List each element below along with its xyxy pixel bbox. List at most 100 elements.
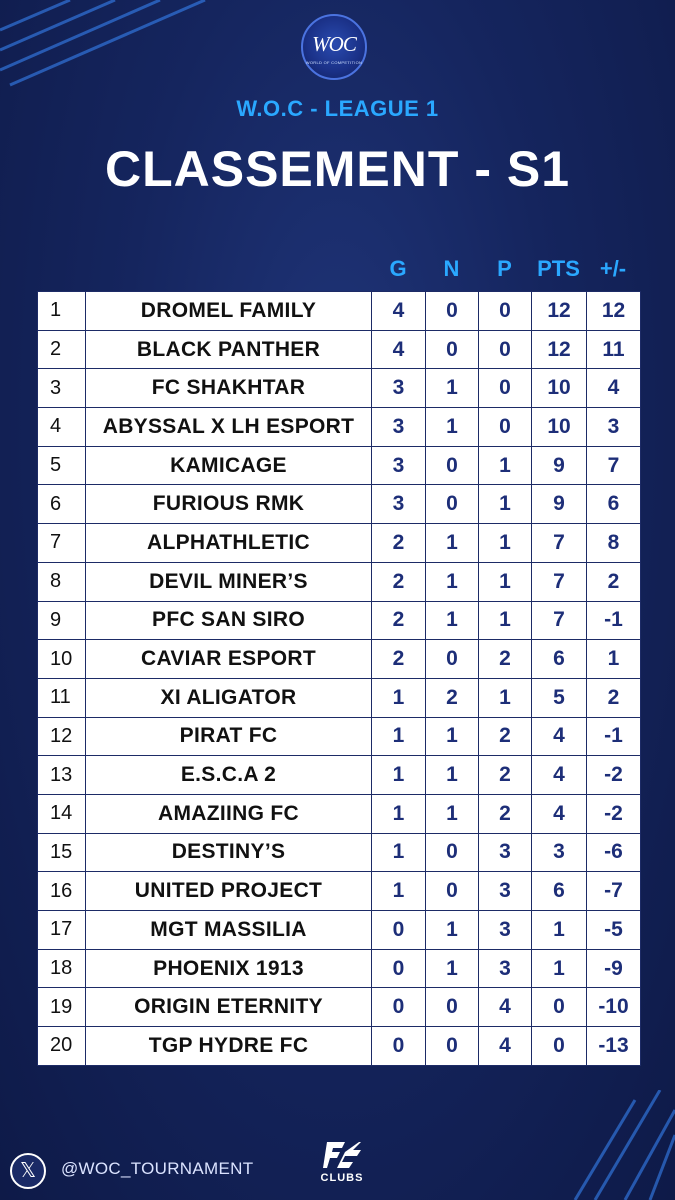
rank-cell: 13 (37, 755, 86, 795)
losses-cell: 2 (478, 639, 532, 679)
rank-cell: 2 (37, 329, 86, 370)
fc-mark-icon (323, 1142, 361, 1168)
table-row: 14 AMAZIING FC 1 1 2 4 -2 (37, 793, 641, 834)
goal-diff-cell: 7 (586, 445, 641, 486)
wins-cell: 2 (371, 523, 426, 563)
points-cell: 7 (531, 523, 587, 563)
losses-cell: 0 (478, 329, 532, 370)
losses-cell: 1 (478, 484, 532, 525)
column-header-diff: +/- (599, 256, 627, 281)
draws-cell: 1 (425, 407, 479, 447)
table-row: 15 DESTINY’S 1 0 3 3 -6 (37, 832, 641, 873)
standings-table: 1 DROMEL FAMILY 4 0 0 12 12 2 BLACK PANTHER 4 0 0 12… (37, 291, 641, 1066)
rank-cell: 18 (37, 948, 86, 989)
column-header-pts: PTS (537, 256, 580, 281)
draws-cell: 1 (425, 561, 479, 602)
league-title: W.O.C - LEAGUE 1 (236, 96, 439, 121)
goal-diff-cell: 6 (586, 484, 641, 525)
wins-cell: 0 (371, 910, 426, 950)
table-row: 13 E.S.C.A 2 1 1 2 4 -2 (37, 755, 641, 795)
goal-diff-cell: 2 (586, 561, 641, 602)
points-cell: 10 (531, 407, 587, 447)
points-cell: 7 (531, 561, 587, 602)
wins-cell: 3 (371, 484, 426, 525)
points-cell: 3 (531, 832, 587, 873)
rank-cell: 6 (37, 484, 86, 525)
wins-cell: 4 (371, 291, 426, 331)
losses-cell: 2 (478, 755, 532, 795)
wins-cell: 3 (371, 407, 426, 447)
goal-diff-cell: -1 (586, 716, 641, 757)
rank-cell: 12 (37, 716, 86, 757)
wins-cell: 1 (371, 871, 426, 911)
rank-cell: 1 (37, 291, 86, 331)
draws-cell: 1 (425, 793, 479, 834)
table-row: 17 MGT MASSILIA 0 1 3 1 -5 (37, 910, 641, 950)
team-name: E.S.C.A 2 (85, 755, 372, 795)
goal-diff-cell: 2 (586, 677, 641, 718)
losses-cell: 0 (478, 368, 532, 409)
goal-diff-cell: -6 (586, 832, 641, 873)
clubs-label: CLUBS (320, 1172, 364, 1184)
draws-cell: 0 (425, 1026, 479, 1066)
wins-cell: 1 (371, 677, 426, 718)
losses-cell: 0 (478, 407, 532, 447)
x-logo-icon[interactable]: 𝕏 (10, 1153, 46, 1189)
table-row: 10 CAVIAR ESPORT 2 0 2 6 1 (37, 639, 641, 679)
points-cell: 10 (531, 368, 587, 409)
draws-cell: 1 (425, 948, 479, 989)
team-name: BLACK PANTHER (85, 329, 372, 370)
rank-cell: 9 (37, 600, 86, 641)
points-cell: 4 (531, 793, 587, 834)
goal-diff-cell: -2 (586, 755, 641, 795)
wins-cell: 1 (371, 716, 426, 757)
draws-cell: 1 (425, 523, 479, 563)
logo-text: WOC (312, 32, 357, 56)
wins-cell: 3 (371, 445, 426, 486)
draws-cell: 1 (425, 600, 479, 641)
table-row: 1 DROMEL FAMILY 4 0 0 12 12 (37, 291, 641, 331)
team-name: MGT MASSILIA (85, 910, 372, 950)
losses-cell: 1 (478, 561, 532, 602)
goal-diff-cell: 4 (586, 368, 641, 409)
column-header-g: G (389, 256, 407, 281)
rank-cell: 15 (37, 832, 86, 873)
wins-cell: 2 (371, 600, 426, 641)
losses-cell: 1 (478, 600, 532, 641)
twitter-handle[interactable]: @WOC_TOURNAMENT (61, 1159, 254, 1178)
wins-cell: 4 (371, 329, 426, 370)
draws-cell: 1 (425, 716, 479, 757)
rank-cell: 8 (37, 561, 86, 602)
losses-cell: 1 (478, 677, 532, 718)
rank-cell: 14 (37, 793, 86, 834)
points-cell: 6 (531, 639, 587, 679)
points-cell: 6 (531, 871, 587, 911)
wins-cell: 0 (371, 948, 426, 989)
rank-cell: 5 (37, 445, 86, 486)
wins-cell: 3 (371, 368, 426, 409)
team-name: PHOENIX 1913 (85, 948, 372, 989)
table-row: 18 PHOENIX 1913 0 1 3 1 -9 (37, 948, 641, 989)
points-cell: 12 (531, 329, 587, 370)
rank-cell: 20 (37, 1026, 86, 1066)
logo-subtitle: WORLD OF COMPETITION (305, 60, 363, 65)
table-row: 3 FC SHAKHTAR 3 1 0 10 4 (37, 368, 641, 409)
team-name: FC SHAKHTAR (85, 368, 372, 409)
table-row: 9 PFC SAN SIRO 2 1 1 7 -1 (37, 600, 641, 641)
rank-cell: 7 (37, 523, 86, 563)
table-row: 7 ALPHATHLETIC 2 1 1 7 8 (37, 523, 641, 563)
points-cell: 1 (531, 910, 587, 950)
rank-cell: 17 (37, 910, 86, 950)
goal-diff-cell: 11 (586, 329, 641, 370)
rank-cell: 10 (37, 639, 86, 679)
table-row: 16 UNITED PROJECT 1 0 3 6 -7 (37, 871, 641, 911)
team-name: DROMEL FAMILY (85, 291, 372, 331)
decorative-stripes-bottom-right (573, 1090, 675, 1200)
team-name: CAVIAR ESPORT (85, 639, 372, 679)
wins-cell: 2 (371, 561, 426, 602)
points-cell: 4 (531, 755, 587, 795)
table-row: 20 TGP HYDRE FC 0 0 4 0 -13 (37, 1026, 641, 1066)
losses-cell: 1 (478, 445, 532, 486)
rank-cell: 11 (37, 677, 86, 718)
team-name: TGP HYDRE FC (85, 1026, 372, 1066)
